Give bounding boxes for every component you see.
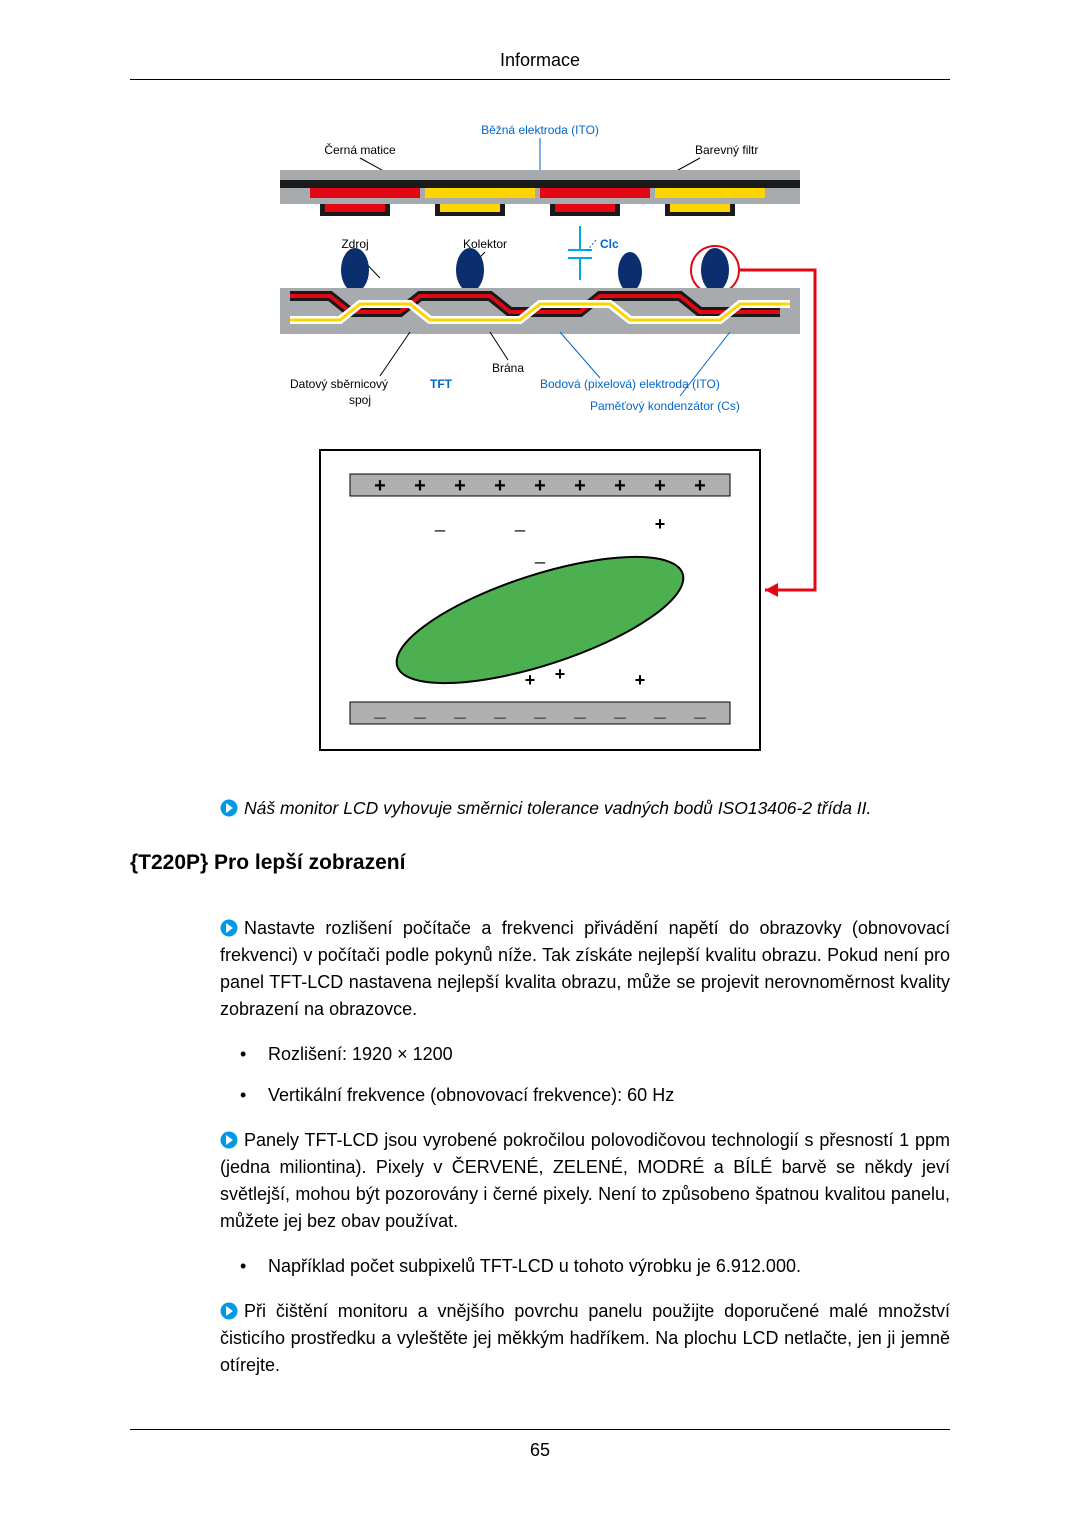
page-header: Informace xyxy=(130,50,950,80)
label-clc: Clc xyxy=(600,237,619,251)
svg-text:+: + xyxy=(414,475,426,497)
iso-note-text: Náš monitor LCD vyhovuje směrnici tolera… xyxy=(244,798,871,818)
list-item: Například počet subpixelů TFT-LCD u toho… xyxy=(240,1253,950,1280)
svg-text:_: _ xyxy=(373,699,386,721)
crystal-panel: +++ +++ +++ __+ _ _ ++ ++ + _ xyxy=(320,450,760,750)
label-top-electrode: Běžná elektroda (ITO) xyxy=(481,123,599,137)
svg-text:+: + xyxy=(534,475,546,497)
upper-bumps xyxy=(320,204,735,216)
svg-text:+: + xyxy=(614,475,626,497)
para3-text: Při čištění monitoru a vnějšího povrchu … xyxy=(220,1301,950,1375)
para1-text: Nastavte rozlišení počítače a frekvenci … xyxy=(220,918,950,1019)
lcd-structure-diagram: Běžná elektroda (ITO) Černá matice Barev… xyxy=(260,120,820,765)
arrow-right-icon xyxy=(220,798,238,816)
bullet-list-1: Rozlišení: 1920 × 1200 Vertikální frekve… xyxy=(220,1041,950,1109)
label-color-filter: Barevný filtr xyxy=(695,143,758,157)
arrow-right-icon xyxy=(220,1301,238,1319)
page-number: 65 xyxy=(530,1440,550,1460)
label-cs: Paměťový kondenzátor (Cs) xyxy=(590,399,740,413)
diagram-svg: Běžná elektroda (ITO) Černá matice Barev… xyxy=(260,120,820,760)
svg-text:_: _ xyxy=(514,512,526,533)
arrow-right-icon xyxy=(220,1130,238,1148)
page: Informace Běžná elektroda (ITO) Černá ma… xyxy=(130,0,950,1501)
arrow-right-icon xyxy=(220,918,238,936)
list-item: Rozlišení: 1920 × 1200 xyxy=(240,1041,950,1068)
label-gate: Brána xyxy=(492,361,524,375)
svg-text:_: _ xyxy=(613,699,626,721)
svg-text:+: + xyxy=(694,475,706,497)
svg-text:_: _ xyxy=(413,699,426,721)
svg-text:_: _ xyxy=(453,699,466,721)
para-resolution: Nastavte rozlišení počítače a frekvenci … xyxy=(220,915,950,1023)
svg-text:_: _ xyxy=(534,544,546,565)
label-tft: TFT xyxy=(430,377,453,391)
svg-text:+: + xyxy=(374,475,386,497)
label-black-matrix: Černá matice xyxy=(324,142,396,157)
svg-text:_: _ xyxy=(533,699,546,721)
svg-text:+: + xyxy=(555,664,566,684)
svg-text:_: _ xyxy=(434,512,446,533)
svg-text:+: + xyxy=(655,514,666,534)
svg-text:+: + xyxy=(454,475,466,497)
label-databus: Datový sběrnicový xyxy=(290,377,388,391)
svg-text:+: + xyxy=(574,475,586,497)
page-footer: 65 xyxy=(130,1429,950,1461)
svg-text:+: + xyxy=(525,670,536,690)
para-cleaning: Při čištění monitoru a vnějšího povrchu … xyxy=(220,1298,950,1379)
svg-text:_: _ xyxy=(493,699,506,721)
svg-text:+: + xyxy=(635,670,646,690)
label-spoj: spoj xyxy=(349,393,371,407)
label-pixel-electrode: Bodová (pixelová) elektroda (ITO) xyxy=(540,377,720,391)
list-item: Vertikální frekvence (obnovovací frekven… xyxy=(240,1082,950,1109)
iso-note: Náš monitor LCD vyhovuje směrnici tolera… xyxy=(220,795,950,821)
para-tft: Panely TFT-LCD jsou vyrobené pokročilou … xyxy=(220,1127,950,1235)
para2-text: Panely TFT-LCD jsou vyrobené pokročilou … xyxy=(220,1130,950,1231)
header-title: Informace xyxy=(500,50,580,70)
section-heading: {T220P} Pro lepší zobrazení xyxy=(130,851,950,875)
svg-text:+: + xyxy=(654,475,666,497)
bullet-list-2: Například počet subpixelů TFT-LCD u toho… xyxy=(220,1253,950,1280)
svg-text:+: + xyxy=(494,475,506,497)
svg-text:_: _ xyxy=(693,699,706,721)
section-body: Nastavte rozlišení počítače a frekvenci … xyxy=(220,915,950,1379)
svg-text:_: _ xyxy=(653,699,666,721)
svg-text:_: _ xyxy=(573,699,586,721)
